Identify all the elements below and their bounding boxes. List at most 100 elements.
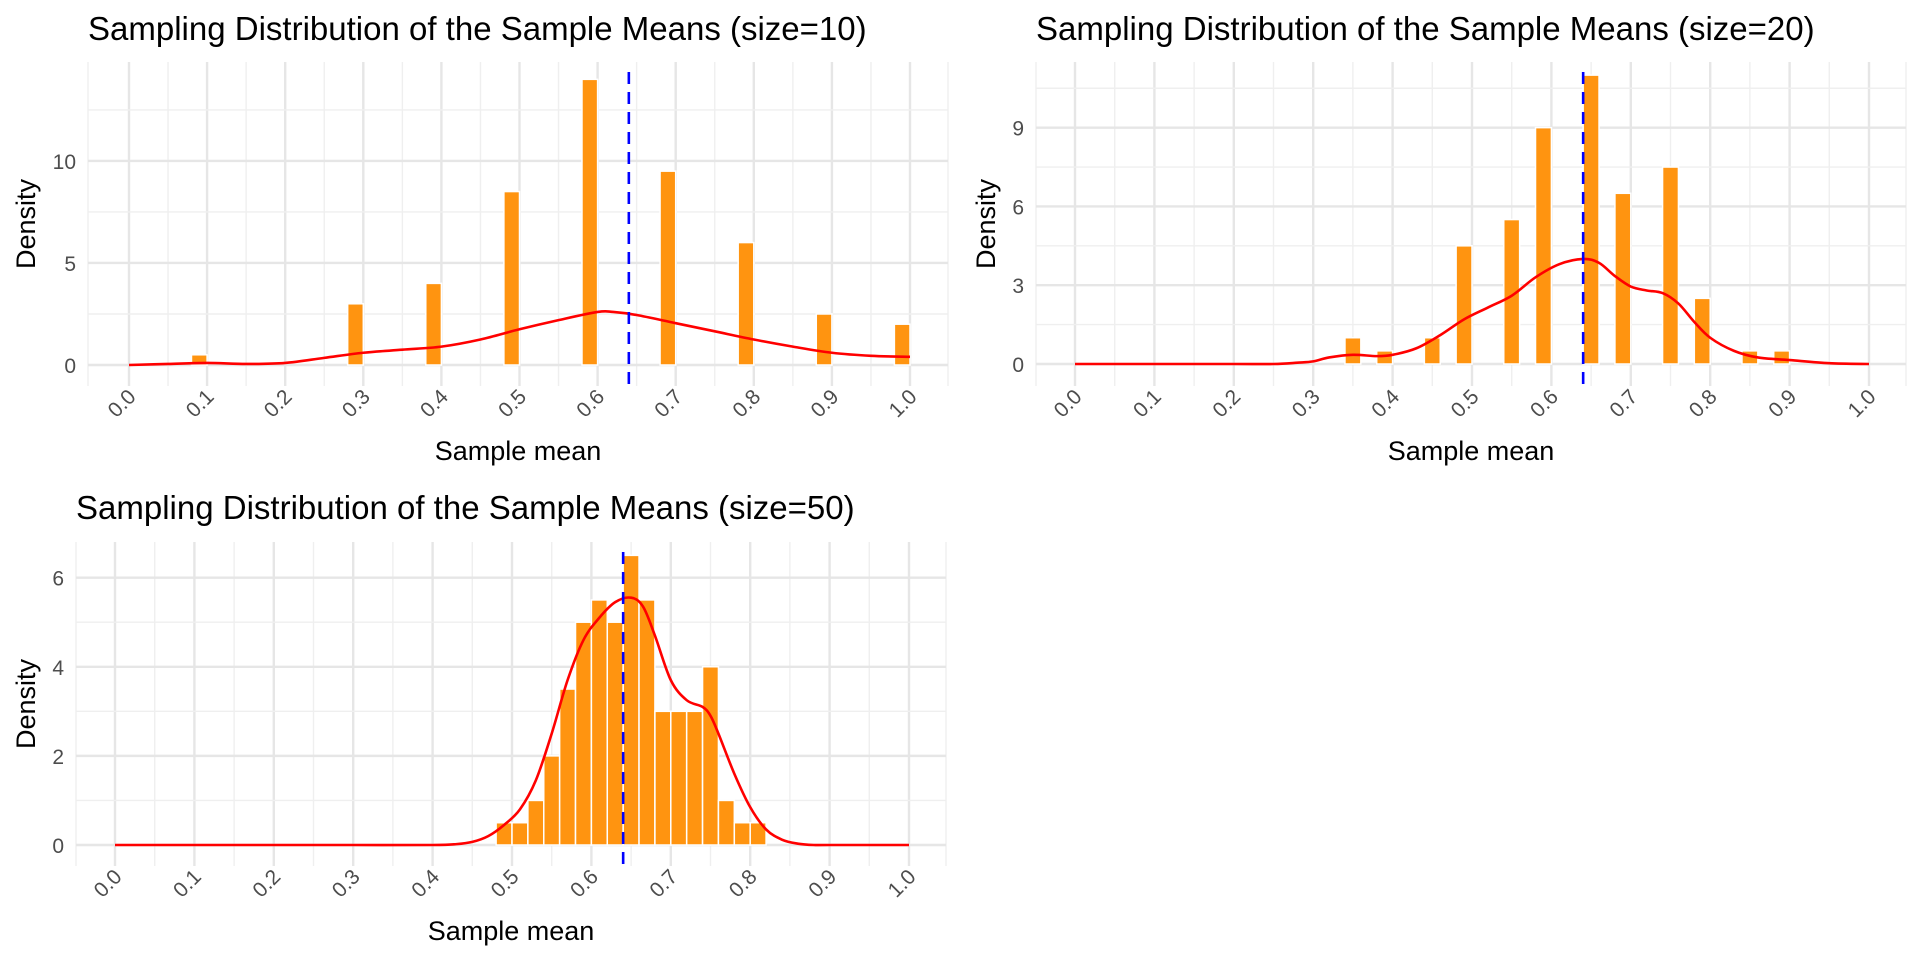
x-tick-label: 0.7 <box>650 385 687 422</box>
y-tick-label: 9 <box>1012 118 1024 141</box>
x-tick-label: 1.0 <box>1844 385 1881 422</box>
y-axis-title: Density <box>971 178 1001 269</box>
x-tick-label: 0.0 <box>90 865 127 902</box>
histogram-bar <box>717 799 736 846</box>
x-tick-label: 0.8 <box>725 865 762 902</box>
histogram-bars <box>495 554 767 846</box>
chart-title: Sampling Distribution of the Sample Mean… <box>88 10 867 47</box>
x-tick-label: 0.2 <box>260 385 297 422</box>
x-tick-label: 0.4 <box>416 385 453 422</box>
x-tick-label: 0.7 <box>1605 385 1642 422</box>
histogram-bar <box>733 821 751 846</box>
x-axis-title: Sample mean <box>428 916 595 946</box>
x-tick-label: 0.0 <box>104 385 141 422</box>
chart-size-20: Sampling Distribution of the Sample Mean… <box>971 10 1907 466</box>
y-tick-label: 4 <box>52 657 64 680</box>
histogram-bar <box>1423 336 1441 365</box>
histogram-bar <box>1772 350 1791 365</box>
x-tick-label: 0.8 <box>728 385 765 422</box>
x-tick-label: 0.0 <box>1050 385 1087 422</box>
histogram-bars <box>1344 74 1791 365</box>
y-tick-label: 3 <box>1012 275 1024 298</box>
histogram-bar <box>1661 166 1680 365</box>
x-tick-label: 0.2 <box>248 865 285 902</box>
x-tick-labels: 0.0 0.1 0.2 0.3 0.4 0.5 0.6 0.7 0.8 0.9 1.0 <box>104 385 922 422</box>
x-axis-title: Sample mean <box>435 436 602 466</box>
density-curve <box>128 309 911 367</box>
histogram-bar <box>737 241 755 366</box>
x-tick-label: 0.1 <box>169 865 206 902</box>
histogram-bar <box>558 688 577 846</box>
y-tick-label: 0 <box>1012 354 1024 377</box>
x-tick-label: 0.8 <box>1685 385 1722 422</box>
x-tick-label: 0.5 <box>487 865 524 902</box>
x-tick-label: 0.7 <box>645 865 682 902</box>
y-axis-title: Density <box>11 178 41 269</box>
x-tick-label: 0.6 <box>572 385 609 422</box>
density-curve-path <box>128 309 911 367</box>
x-tick-label: 0.3 <box>328 865 365 902</box>
x-tick-label: 0.9 <box>804 865 841 902</box>
x-tick-labels: 0.0 0.1 0.2 0.3 0.4 0.5 0.6 0.7 0.8 0.9 1.0 <box>90 865 921 902</box>
x-axis-title: Sample mean <box>1388 436 1555 466</box>
histogram-bar <box>701 666 720 846</box>
x-tick-label: 0.6 <box>1526 385 1563 422</box>
y-tick-label: 2 <box>52 746 64 769</box>
histogram-bar <box>346 303 365 366</box>
histogram-bar <box>893 323 911 366</box>
y-tick-labels: 0 3 6 9 <box>1012 118 1024 377</box>
histogram-bar <box>1375 350 1394 365</box>
y-axis-title: Density <box>11 658 41 749</box>
histogram-bar <box>503 190 521 366</box>
x-tick-label: 1.0 <box>885 385 922 422</box>
x-tick-label: 0.9 <box>1764 385 1801 422</box>
chart-size-10: Sampling Distribution of the Sample Mean… <box>11 10 949 466</box>
x-tick-labels: 0.0 0.1 0.2 0.3 0.4 0.5 0.6 0.7 0.8 0.9 1.0 <box>1050 385 1881 422</box>
density-curve <box>114 596 909 847</box>
histogram-bar <box>659 170 677 366</box>
histogram-bar <box>1534 126 1553 365</box>
histogram-bar <box>670 710 688 846</box>
y-tick-label: 5 <box>64 253 76 276</box>
histogram-bars <box>190 78 911 366</box>
histogram-bar <box>749 821 767 846</box>
histogram-bar <box>511 821 529 846</box>
histogram-bar <box>425 282 443 366</box>
histogram-bar <box>815 313 833 366</box>
histogram-bar <box>1614 192 1632 365</box>
x-tick-label: 0.6 <box>566 865 603 902</box>
x-tick-label: 0.4 <box>1367 385 1404 422</box>
x-tick-label: 0.2 <box>1208 385 1245 422</box>
histogram-bar <box>1503 218 1521 365</box>
x-tick-label: 1.0 <box>884 865 921 902</box>
histogram-bar <box>638 599 656 846</box>
histogram-bar <box>1582 74 1600 365</box>
histogram-bar <box>527 799 545 846</box>
y-tick-label: 10 <box>53 151 76 174</box>
histogram-bar <box>190 354 208 366</box>
chart-size-50: Sampling Distribution of the Sample Mean… <box>11 489 947 946</box>
x-tick-label: 0.1 <box>182 385 219 422</box>
histogram-bar <box>1344 336 1362 365</box>
y-tick-labels: 0 5 10 <box>53 151 76 378</box>
density-curve-path <box>114 596 909 847</box>
x-tick-label: 0.5 <box>494 385 531 422</box>
x-tick-label: 0.3 <box>1288 385 1325 422</box>
x-tick-label: 0.4 <box>407 865 444 902</box>
density-curve <box>1075 257 1870 366</box>
y-tick-label: 6 <box>1012 196 1024 219</box>
x-tick-label: 0.1 <box>1129 385 1166 422</box>
chart-title: Sampling Distribution of the Sample Mean… <box>1036 10 1815 47</box>
x-tick-label: 0.9 <box>807 385 844 422</box>
y-tick-labels: 0 2 4 6 <box>52 568 64 858</box>
histogram-bar <box>685 710 704 846</box>
histogram-bar <box>1455 245 1473 365</box>
histogram-bar <box>590 599 609 846</box>
chart-title: Sampling Distribution of the Sample Mean… <box>76 489 855 526</box>
y-tick-label: 6 <box>52 568 64 591</box>
histogram-bar <box>606 621 624 846</box>
x-tick-label: 0.5 <box>1447 385 1484 422</box>
x-tick-label: 0.3 <box>338 385 375 422</box>
histogram-bar <box>581 78 599 366</box>
